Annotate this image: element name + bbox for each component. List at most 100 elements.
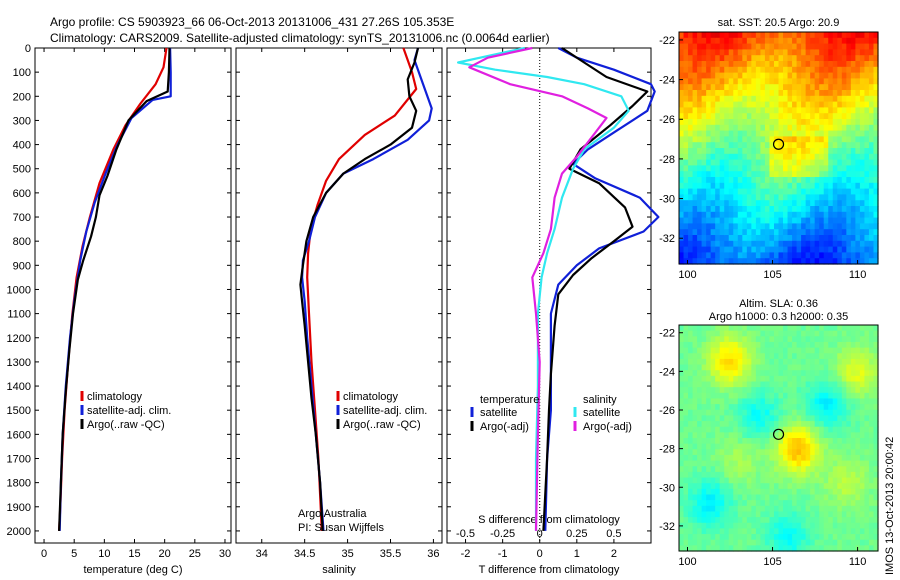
map-cell	[683, 421, 689, 428]
map-cell	[737, 200, 743, 207]
map-cell	[679, 494, 685, 501]
map-cell	[823, 130, 829, 137]
map-cell	[679, 364, 685, 371]
map-cell	[846, 130, 852, 137]
map-cell	[810, 415, 816, 422]
map-cell	[737, 43, 743, 50]
map-cell	[755, 229, 762, 236]
legend-entry: Argo(-adj)	[480, 421, 529, 433]
map-cell	[701, 370, 707, 377]
map-cell	[755, 387, 762, 394]
map-cell	[760, 43, 766, 50]
map-xtick-label: 105	[763, 269, 781, 281]
map-cell	[760, 409, 766, 416]
map-cell	[737, 358, 743, 366]
map-cell	[706, 534, 712, 541]
map-cell	[823, 49, 829, 56]
map-cell	[733, 148, 739, 155]
map-cell	[697, 113, 703, 120]
map-cell	[751, 375, 757, 383]
map-cell	[801, 95, 807, 103]
map-cell	[859, 511, 866, 518]
map-cell	[823, 177, 829, 184]
map-cell	[868, 449, 875, 456]
map-cell	[764, 426, 771, 433]
map-cell	[737, 78, 743, 85]
map-cell	[810, 454, 816, 462]
map-cell	[724, 119, 730, 126]
map-cell	[787, 124, 793, 132]
map-cell	[792, 246, 798, 253]
map-cell	[728, 404, 734, 411]
map-cell	[859, 545, 866, 552]
map-cell	[692, 78, 698, 85]
map-cell	[688, 522, 694, 529]
map-cell	[796, 113, 802, 120]
map-cell	[801, 171, 807, 178]
map-cell	[769, 66, 775, 74]
map-cell	[787, 217, 793, 224]
map-cell	[679, 90, 685, 97]
map-cell	[823, 375, 829, 383]
map-cell	[814, 387, 820, 394]
map-cell	[737, 381, 743, 388]
map-cell	[742, 381, 748, 388]
map-cell	[801, 381, 807, 388]
map-cell	[710, 488, 716, 496]
map-cell	[733, 223, 739, 230]
map-cell	[769, 206, 775, 213]
map-cell	[688, 206, 694, 213]
map-cell	[769, 37, 775, 45]
map-cell	[710, 130, 716, 137]
map-cell	[688, 517, 694, 524]
map-cell	[688, 443, 694, 450]
map-cell	[746, 61, 752, 68]
map-cell	[755, 177, 762, 184]
map-cell	[728, 188, 734, 195]
map-cell	[805, 477, 811, 484]
map-cell	[796, 252, 802, 259]
map-cell	[737, 522, 743, 529]
map-cell	[715, 72, 721, 79]
map-cell	[719, 375, 725, 383]
map-cell	[828, 107, 834, 114]
map-cell	[683, 466, 689, 473]
map-cell	[760, 370, 766, 377]
map-cell	[697, 494, 703, 501]
map-cell	[692, 101, 698, 108]
map-cell	[724, 409, 730, 416]
map-cell	[746, 341, 752, 349]
map-cell	[751, 341, 757, 349]
map-cell	[823, 364, 829, 371]
map-cell	[810, 182, 816, 190]
map-cell	[710, 119, 716, 126]
map-cell	[841, 500, 847, 507]
map-cell	[746, 347, 752, 354]
map-cell	[715, 43, 721, 50]
map-cell	[746, 206, 752, 213]
map-cell	[764, 477, 771, 484]
map-cell	[697, 78, 703, 85]
map-cell	[706, 398, 712, 405]
map-cell	[724, 43, 730, 50]
map-cell	[828, 325, 834, 332]
map-cell	[810, 522, 816, 529]
map-cell	[715, 153, 721, 161]
map-cell	[864, 211, 870, 219]
map-cell	[841, 477, 847, 484]
xtick2-label: -0.5	[456, 528, 475, 540]
map-cell	[688, 37, 694, 45]
map-cell	[769, 153, 775, 161]
map-cell	[801, 353, 807, 360]
map-cell	[868, 500, 875, 507]
series-satellite	[544, 47, 660, 531]
map-cell	[697, 101, 703, 108]
map-cell	[841, 426, 847, 433]
map-cell	[855, 229, 861, 236]
map-cell	[846, 66, 852, 74]
map-cell	[805, 398, 811, 405]
map-cell	[783, 432, 789, 439]
map-cell	[778, 165, 784, 172]
map-cell	[819, 471, 825, 479]
map-cell	[755, 341, 762, 349]
